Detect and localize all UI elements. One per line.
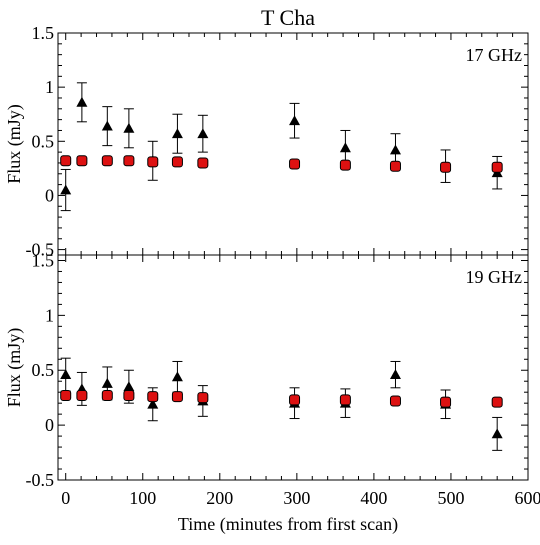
square-point bbox=[124, 156, 134, 166]
x-tick-label: 300 bbox=[283, 488, 310, 508]
panel-label: 19 GHz bbox=[466, 267, 523, 287]
triangle-point bbox=[172, 371, 183, 381]
square-point bbox=[441, 397, 451, 407]
triangle-point bbox=[76, 97, 87, 107]
series-triangle bbox=[60, 83, 502, 211]
square-point bbox=[340, 160, 350, 170]
square-point bbox=[198, 158, 208, 168]
triangle-point bbox=[340, 142, 351, 152]
square-point bbox=[124, 390, 134, 400]
y-tick-label: -0.5 bbox=[26, 470, 55, 490]
square-point bbox=[492, 162, 502, 172]
series-square bbox=[61, 156, 502, 172]
square-point bbox=[77, 156, 87, 166]
square-point bbox=[61, 156, 71, 166]
square-point bbox=[290, 395, 300, 405]
panels-group: -0.5 0 0.5 1 1.5 Flux (mJy) 17 GHz -0.5 0 0.5 1 1.5… bbox=[4, 23, 540, 508]
square-point bbox=[390, 396, 400, 406]
x-tick-label: 500 bbox=[437, 488, 464, 508]
square-point bbox=[441, 162, 451, 172]
y-tick-label: 0.5 bbox=[32, 131, 55, 151]
square-point bbox=[290, 159, 300, 169]
panel-2: -0.5 0 0.5 1 1.5 Flux (mJy) 19 GHz bbox=[4, 250, 528, 490]
y-tick-label: 1.5 bbox=[32, 23, 55, 43]
x-tick-label: 600 bbox=[515, 488, 540, 508]
square-point bbox=[390, 161, 400, 171]
triangle-point bbox=[102, 121, 113, 131]
square-point bbox=[61, 390, 71, 400]
square-point bbox=[492, 397, 502, 407]
x-tick-label: 0 bbox=[61, 488, 70, 508]
triangle-point bbox=[123, 123, 134, 133]
triangle-point bbox=[123, 381, 134, 391]
square-point bbox=[172, 157, 182, 167]
y-tick-label: 0.5 bbox=[32, 360, 55, 380]
x-axis-label: Time (minutes from first scan) bbox=[178, 514, 398, 535]
square-point bbox=[172, 392, 182, 402]
triangle-point bbox=[102, 378, 113, 388]
panel-label: 17 GHz bbox=[466, 45, 523, 65]
square-point bbox=[102, 156, 112, 166]
square-point bbox=[102, 390, 112, 400]
triangle-point bbox=[390, 144, 401, 154]
x-tick-label: 400 bbox=[360, 488, 387, 508]
chart-title: T Cha bbox=[261, 5, 315, 30]
triangle-point bbox=[289, 115, 300, 125]
triangle-point bbox=[60, 185, 71, 195]
y-tick-label: 1.5 bbox=[32, 250, 55, 270]
y-tick-label: 1 bbox=[45, 305, 54, 325]
triangle-point bbox=[172, 128, 183, 138]
y-axis-label: Flux (mJy) bbox=[4, 104, 25, 184]
triangle-point bbox=[390, 369, 401, 379]
triangle-point bbox=[197, 128, 208, 138]
square-point bbox=[148, 392, 158, 402]
series-triangle bbox=[60, 358, 502, 450]
x-tick-label: 200 bbox=[206, 488, 233, 508]
square-point bbox=[148, 157, 158, 167]
x-tick-label: 100 bbox=[129, 488, 156, 508]
series-square bbox=[61, 390, 502, 407]
y-tick-label: 1 bbox=[45, 77, 54, 97]
square-point bbox=[198, 393, 208, 403]
y-tick-label: 0 bbox=[45, 185, 54, 205]
square-point bbox=[340, 395, 350, 405]
panel-frame bbox=[58, 255, 528, 480]
y-tick-label: 0 bbox=[45, 415, 54, 435]
square-point bbox=[77, 390, 87, 400]
triangle-point bbox=[492, 428, 503, 438]
y-axis-label: Flux (mJy) bbox=[4, 328, 25, 408]
